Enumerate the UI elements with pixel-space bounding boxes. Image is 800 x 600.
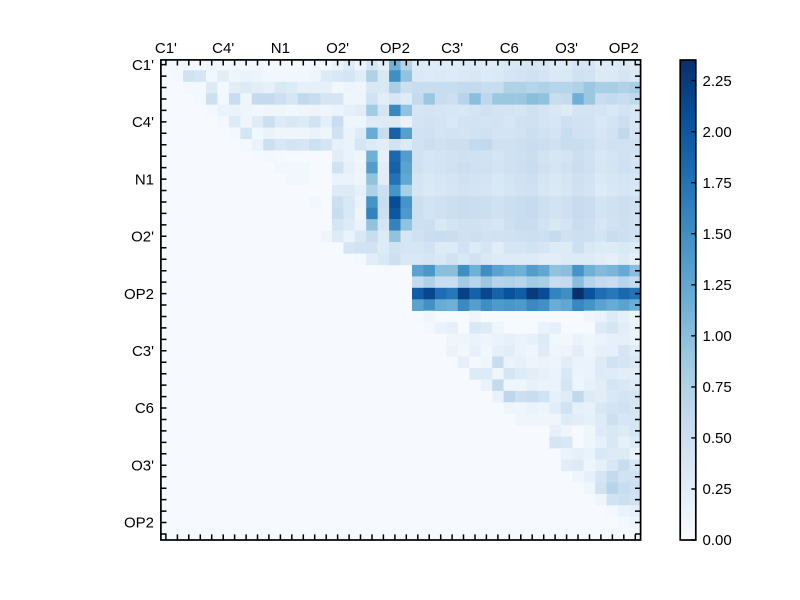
- svg-text:OP2: OP2: [380, 40, 410, 57]
- svg-text:2.25: 2.25: [703, 73, 732, 90]
- svg-text:1.00: 1.00: [703, 328, 732, 345]
- svg-text:0.50: 0.50: [703, 430, 732, 447]
- svg-text:2.00: 2.00: [703, 124, 732, 141]
- svg-text:O3': O3': [555, 40, 578, 57]
- svg-text:1.50: 1.50: [703, 226, 732, 243]
- svg-text:C3': C3': [132, 343, 154, 360]
- svg-text:OP2: OP2: [609, 40, 639, 57]
- svg-text:C4': C4': [212, 40, 234, 57]
- svg-text:0.00: 0.00: [703, 532, 732, 549]
- svg-text:1.75: 1.75: [703, 175, 732, 192]
- svg-text:C1': C1': [132, 57, 154, 74]
- svg-text:O3': O3': [131, 458, 154, 475]
- svg-text:C6: C6: [135, 400, 154, 417]
- svg-text:C1': C1': [155, 40, 177, 57]
- svg-text:N1: N1: [271, 40, 290, 57]
- svg-text:C4': C4': [132, 114, 154, 131]
- svg-text:O2': O2': [131, 229, 154, 246]
- svg-text:C6: C6: [500, 40, 519, 57]
- svg-text:O2': O2': [326, 40, 349, 57]
- svg-text:1.25: 1.25: [703, 277, 732, 294]
- svg-text:OP2: OP2: [124, 515, 154, 532]
- svg-text:OP2: OP2: [124, 286, 154, 303]
- svg-text:0.25: 0.25: [703, 481, 732, 498]
- svg-text:N1: N1: [135, 171, 154, 188]
- svg-text:C3': C3': [441, 40, 463, 57]
- svg-text:0.75: 0.75: [703, 379, 732, 396]
